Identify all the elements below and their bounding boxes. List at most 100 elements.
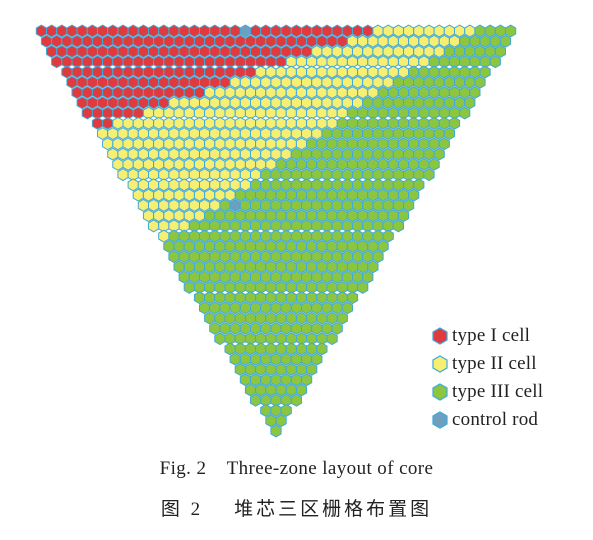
lattice-cell-type-i — [219, 45, 231, 58]
lattice-cell-type-iii — [397, 137, 410, 151]
lattice-cell-type-iii — [362, 250, 374, 264]
lattice-cell-type-i — [351, 24, 364, 38]
lattice-cell-type-ii — [377, 34, 389, 48]
lattice-cell-type-iii — [341, 147, 354, 161]
lattice-cell-type-iii — [285, 311, 297, 325]
lattice-cell-type-i — [341, 24, 354, 38]
lattice-cell-type-iii — [346, 188, 359, 202]
lattice-cell-type-ii — [214, 157, 226, 171]
lattice-cell-type-ii — [204, 86, 216, 100]
lattice-cell-type-iii — [270, 404, 282, 417]
lattice-cell-type-iii — [249, 229, 262, 243]
lattice-cell-type-iii — [336, 209, 348, 223]
lattice-cell-type-iii — [372, 127, 384, 141]
lattice-cell-type-ii — [219, 96, 231, 110]
lattice-cell-type-iii — [357, 239, 369, 253]
lattice-cell-type-iii — [265, 362, 277, 376]
lattice-cell-type-i — [107, 75, 119, 89]
lattice-cell-type-ii — [249, 96, 262, 110]
lattice-cell-type-i — [362, 24, 374, 38]
lattice-cell-type-i — [183, 34, 195, 48]
lattice-cell-type-i — [209, 75, 221, 89]
lattice-cell-type-i — [81, 106, 93, 120]
lattice-cell-type-iii — [428, 65, 440, 79]
lattice-cell-type-ii — [316, 116, 328, 130]
lattice-cell-type-ii — [443, 24, 456, 38]
lattice-cell-type-iii — [270, 321, 282, 335]
lattice-cell-type-ii — [153, 209, 165, 223]
lattice-cell-type-iii — [459, 86, 471, 100]
lattice-cell-type-ii — [234, 116, 246, 130]
lattice-cell-type-iii — [469, 34, 481, 48]
lattice-cell-type-ii — [224, 137, 236, 151]
lattice-cell-type-i — [137, 96, 150, 110]
lattice-cell-type-iii — [290, 321, 303, 335]
lattice-cell-type-ii — [198, 96, 211, 110]
lattice-cell-type-iii — [326, 239, 338, 253]
lattice-cell-type-iii — [464, 75, 476, 89]
lattice-cell-type-ii — [270, 127, 282, 141]
lattice-cell-type-iii — [413, 96, 425, 110]
lattice-cell-type-ii — [158, 198, 170, 212]
lattice-cell-type-i — [244, 34, 257, 48]
lattice-cell-type-iii — [459, 106, 471, 120]
lattice-cell-type-iii — [351, 229, 364, 243]
lattice-cell-type-ii — [193, 209, 206, 223]
lattice-cell-type-iii — [260, 270, 272, 284]
lattice-cell-type-iii — [372, 96, 384, 110]
lattice-cell-type-iii — [367, 116, 379, 130]
lattice-cell-type-iii — [479, 34, 491, 48]
lattice-cell-type-iii — [295, 157, 308, 171]
lattice-cell-type-i — [96, 96, 109, 110]
lattice-cell-type-i — [260, 24, 272, 38]
lattice-cell-type-iii — [331, 301, 343, 315]
lattice-cell-type-iii — [326, 332, 338, 346]
lattice-cell-type-iii — [224, 209, 236, 223]
lattice-cell-type-iii — [408, 157, 420, 171]
lattice-cell-type-iii — [290, 393, 303, 407]
lattice-cell-type-iii — [265, 209, 277, 223]
lattice-cell-type-iii — [300, 352, 313, 366]
lattice-cell-type-ii — [285, 116, 297, 130]
lattice-cell-type-iii — [295, 311, 308, 325]
lattice-cell-type-iii — [464, 96, 476, 110]
lattice-cell-type-iii — [163, 239, 175, 253]
lattice-cell-type-iii — [392, 127, 405, 141]
lattice-cell-type-i — [76, 96, 88, 110]
lattice-cell-type-iii — [280, 373, 292, 387]
lattice-cell-type-ii — [178, 147, 190, 161]
lattice-cell-type-iii — [214, 239, 226, 253]
lattice-cell-type-ii — [413, 24, 425, 38]
lattice-cell-type-iii — [367, 137, 379, 151]
lattice-cell-type-i — [71, 86, 83, 100]
lattice-cell-type-iii — [209, 321, 221, 335]
lattice-cell-type-iii — [229, 229, 241, 243]
lattice-cell-type-i — [76, 75, 88, 89]
lattice-cell-type-ii — [117, 147, 129, 161]
lattice-cell-type-iii — [433, 127, 445, 141]
figure-caption-english: Fig. 2 Three-zone layout of core — [159, 458, 434, 479]
lattice-cell-type-ii — [387, 65, 399, 79]
lattice-cell-type-iii — [418, 65, 430, 79]
lattice-cell-type-ii — [147, 178, 160, 192]
lattice-cell-type-ii — [306, 86, 318, 100]
lattice-cell-type-iii — [377, 188, 389, 202]
lattice-cell-type-iii — [239, 352, 252, 366]
lattice-cell-type-ii — [214, 188, 226, 202]
lattice-cell-type-ii — [158, 178, 170, 192]
lattice-cell-type-ii — [433, 45, 445, 58]
lattice-cell-type-iii — [387, 209, 399, 223]
lattice-cell-type-i — [260, 45, 272, 58]
lattice-cell-type-iii — [311, 270, 323, 284]
lattice-cell-type-iii — [234, 188, 246, 202]
lattice-cell-type-ii — [173, 157, 185, 171]
lattice-cell-type-iii — [346, 239, 359, 253]
lattice-cell-type-iii — [397, 86, 410, 100]
lattice-cell-type-ii — [244, 116, 257, 130]
lattice-cell-type-i — [158, 75, 170, 89]
lattice-cell-type-iii — [275, 188, 287, 202]
lattice-cell-type-i — [117, 45, 129, 58]
lattice-cell-type-ii — [255, 137, 267, 151]
lattice-cell-type-iii — [331, 321, 343, 335]
lattice-cell-type-ii — [122, 116, 134, 130]
